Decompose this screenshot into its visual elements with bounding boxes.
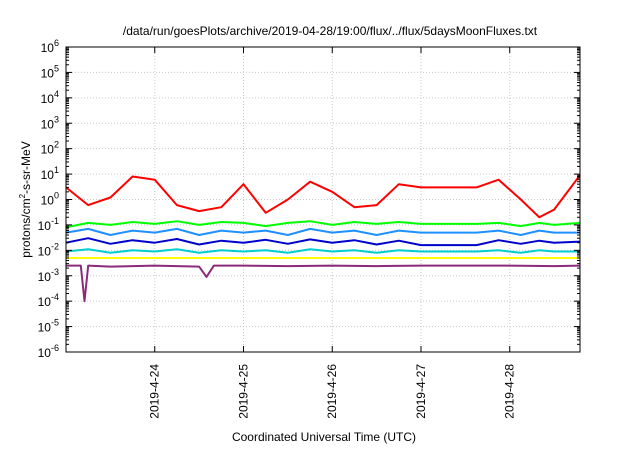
y-tick-label-base: 10 [38,270,52,284]
plot-frame [65,46,581,353]
y-tick-label-exponent: -2 [51,241,59,251]
y-tick-label-exponent: 1 [54,165,59,175]
y-tick-label: 101 [41,165,59,182]
y-tick-label: 102 [41,140,59,157]
data-series [65,174,581,303]
x-tick-label: 2019-4-27 [414,364,428,419]
series-line-3 [65,227,580,236]
y-tick-label-base: 10 [41,41,55,55]
y-tick-label-base: 10 [38,346,52,360]
series-line-5 [65,248,580,254]
series-line-2 [65,220,581,229]
y-tick-label-base: 10 [41,117,55,131]
y-tick-label: 10-1 [38,216,59,233]
y-tick-label: 103 [41,114,59,131]
y-tick-label-exponent: 4 [54,89,59,99]
x-tick-label: 2019-4-25 [236,364,250,419]
chart-title: /data/run/goesPlots/archive/2019-04-28/1… [123,24,538,38]
series-line-1 [65,174,581,219]
y-axis-label-suffix: -s-sr-MeV [19,141,33,194]
y-tick-label-base: 10 [41,143,55,157]
y-tick-label-exponent: -3 [51,267,59,277]
y-tick-label: 105 [41,63,59,80]
x-tick-label: 2019-4-26 [325,364,339,419]
y-tick-label-exponent: -4 [51,292,59,302]
x-tick-label: 2019-4-24 [148,364,162,419]
y-tick-label-base: 10 [38,321,52,335]
y-tick-label: 10-5 [38,318,59,335]
y-axis-label-sup: 2 [18,193,27,198]
y-tick-label-exponent: 5 [54,63,59,73]
y-tick-label-base: 10 [41,66,55,80]
y-axis-label-prefix: protons/cm [19,198,33,257]
y-tick-label-base: 10 [41,194,55,208]
y-tick-label-exponent: -5 [51,318,59,328]
y-axis-ticks: 10610510410310210110010-110-210-310-410-… [38,38,580,360]
y-tick-label: 10-2 [38,241,59,258]
series-line-4 [65,237,581,247]
y-tick-label-exponent: -1 [51,216,59,226]
y-tick-label-base: 10 [38,244,52,258]
y-tick-label-exponent: 3 [54,114,59,124]
y-tick-label-base: 10 [38,219,52,233]
y-tick-label-base: 10 [38,295,52,309]
series-line-7 [66,264,581,303]
y-tick-label: 100 [41,191,59,208]
y-tick-label: 106 [41,38,59,55]
grid-lines [66,46,580,353]
y-tick-label-exponent: -6 [51,343,59,353]
x-axis-label: Coordinated Universal Time (UTC) [232,430,416,444]
y-tick-label-exponent: 2 [54,140,59,150]
x-axis-ticks: 2019-4-24 2019-4-25 2019-4-26 2019-4-27 2019… [148,47,517,419]
y-tick-label-exponent: 6 [54,38,59,48]
y-axis-label: protons/cm2-s-sr-MeV [18,141,33,257]
y-tick-label: 10-3 [38,267,59,284]
y-tick-label-base: 10 [41,168,55,182]
y-tick-label: 10-6 [38,343,59,360]
y-tick-label: 104 [41,89,59,106]
x-tick-label: 2019-4-28 [503,364,517,419]
y-tick-label: 10-4 [38,292,59,309]
y-tick-label-base: 10 [41,92,55,106]
y-tick-label-exponent: 0 [54,191,59,201]
